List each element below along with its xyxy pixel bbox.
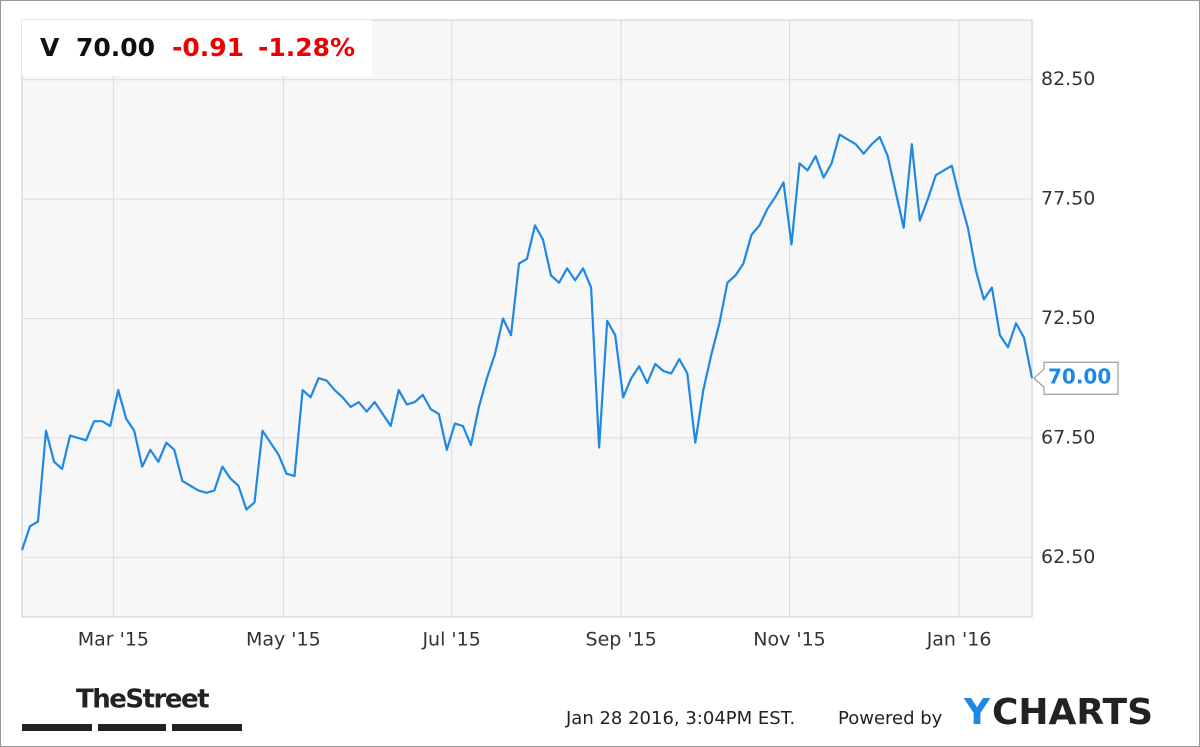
price-line bbox=[20, 133, 1034, 551]
brand-bar bbox=[172, 724, 242, 731]
y-tick-label: 62.50 bbox=[1041, 546, 1095, 568]
x-tick-label: Sep '15 bbox=[586, 629, 657, 651]
powered-by: Powered by bbox=[838, 708, 943, 729]
x-tick-label: Jul '15 bbox=[421, 629, 480, 651]
symbol: V bbox=[40, 33, 60, 62]
header-box bbox=[22, 20, 372, 76]
brand-left: TheStreet bbox=[76, 685, 209, 715]
brand-bar bbox=[22, 724, 92, 731]
brand-y: Y bbox=[963, 692, 991, 733]
price-badge-label: 70.00 bbox=[1048, 365, 1111, 389]
change: -0.91 bbox=[172, 33, 244, 62]
x-tick-label: May '15 bbox=[246, 629, 321, 651]
change-pct: -1.28% bbox=[258, 33, 355, 62]
y-tick-label: 67.50 bbox=[1041, 426, 1095, 448]
x-tick-label: Jan '16 bbox=[926, 629, 992, 651]
y-tick-label: 72.50 bbox=[1041, 307, 1095, 329]
brand-rest: CHARTS bbox=[992, 692, 1153, 733]
price-badge bbox=[1033, 361, 1119, 395]
price: 70.00 bbox=[76, 33, 155, 62]
y-tick-label: 77.50 bbox=[1041, 188, 1095, 210]
timestamp: Jan 28 2016, 3:04PM EST. bbox=[565, 708, 795, 729]
x-tick-label: Nov '15 bbox=[753, 629, 826, 651]
brand-bar bbox=[98, 724, 166, 731]
x-tick-label: Mar '15 bbox=[78, 629, 149, 651]
y-tick-label: 82.50 bbox=[1041, 68, 1095, 90]
